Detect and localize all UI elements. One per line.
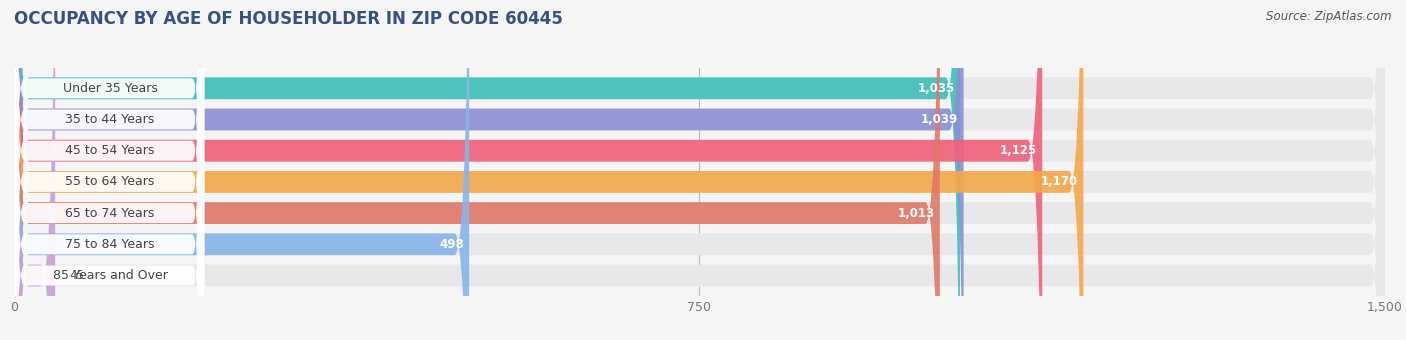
Text: 65 to 74 Years: 65 to 74 Years (65, 207, 155, 220)
Text: Under 35 Years: Under 35 Years (63, 82, 157, 95)
Text: 45 to 54 Years: 45 to 54 Years (65, 144, 155, 157)
Text: Source: ZipAtlas.com: Source: ZipAtlas.com (1267, 10, 1392, 23)
FancyBboxPatch shape (14, 0, 470, 340)
Text: 1,013: 1,013 (897, 207, 935, 220)
FancyBboxPatch shape (14, 0, 963, 340)
Text: 1,125: 1,125 (1000, 144, 1036, 157)
FancyBboxPatch shape (14, 0, 1385, 340)
FancyBboxPatch shape (14, 0, 1385, 340)
Text: 498: 498 (439, 238, 464, 251)
Text: 55 to 64 Years: 55 to 64 Years (65, 175, 155, 188)
Text: 85 Years and Over: 85 Years and Over (52, 269, 167, 282)
FancyBboxPatch shape (14, 0, 55, 340)
FancyBboxPatch shape (13, 0, 204, 340)
FancyBboxPatch shape (14, 0, 960, 340)
FancyBboxPatch shape (14, 0, 1385, 340)
FancyBboxPatch shape (14, 0, 1385, 340)
Text: 75 to 84 Years: 75 to 84 Years (65, 238, 155, 251)
FancyBboxPatch shape (14, 0, 939, 340)
FancyBboxPatch shape (13, 0, 204, 340)
Text: 35 to 44 Years: 35 to 44 Years (66, 113, 155, 126)
FancyBboxPatch shape (14, 0, 1042, 340)
FancyBboxPatch shape (13, 0, 204, 340)
FancyBboxPatch shape (14, 0, 1084, 340)
Text: 1,035: 1,035 (917, 82, 955, 95)
FancyBboxPatch shape (14, 0, 1385, 340)
FancyBboxPatch shape (14, 0, 1385, 340)
Text: 45: 45 (69, 269, 84, 282)
FancyBboxPatch shape (14, 0, 1385, 340)
Text: OCCUPANCY BY AGE OF HOUSEHOLDER IN ZIP CODE 60445: OCCUPANCY BY AGE OF HOUSEHOLDER IN ZIP C… (14, 10, 562, 28)
FancyBboxPatch shape (13, 0, 204, 340)
FancyBboxPatch shape (13, 0, 204, 340)
FancyBboxPatch shape (13, 0, 204, 340)
Text: 1,170: 1,170 (1040, 175, 1078, 188)
Text: 1,039: 1,039 (921, 113, 957, 126)
FancyBboxPatch shape (13, 0, 204, 340)
